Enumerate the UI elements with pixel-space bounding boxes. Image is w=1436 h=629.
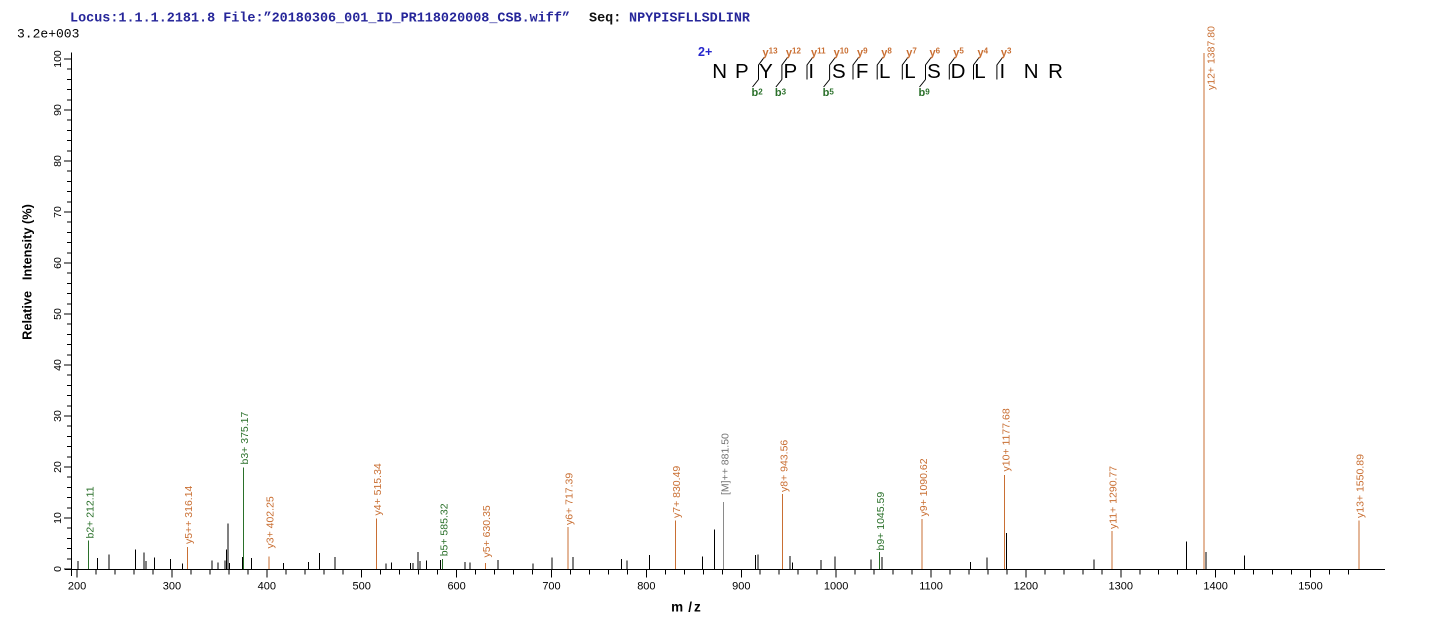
svg-text:y3: y3 — [1001, 47, 1012, 60]
svg-text:L: L — [879, 60, 890, 83]
svg-text:b5: b5 — [823, 87, 835, 99]
svg-text:y4+ 515.34: y4+ 515.34 — [372, 463, 384, 515]
svg-text:S: S — [927, 60, 941, 83]
svg-text:L: L — [974, 60, 985, 83]
svg-text:y4: y4 — [978, 47, 989, 60]
svg-text:40: 40 — [52, 359, 64, 371]
svg-text:300: 300 — [163, 581, 181, 593]
svg-text:20: 20 — [52, 461, 64, 473]
svg-text:NPYPISFLLSDLINR: NPYPISFLLSDLINR — [629, 12, 751, 27]
svg-text:L: L — [904, 60, 915, 83]
svg-text:600: 600 — [447, 581, 465, 593]
svg-text:b5+ 585.32: b5+ 585.32 — [438, 503, 450, 556]
svg-text:y5+ 630.35: y5+ 630.35 — [481, 505, 493, 557]
svg-text:Seq:: Seq: — [589, 12, 621, 27]
svg-text:700: 700 — [542, 581, 560, 593]
svg-text:[M]++ 881.50: [M]++ 881.50 — [719, 433, 731, 495]
svg-text:90: 90 — [52, 104, 64, 116]
svg-text:N: N — [1024, 60, 1039, 83]
svg-text:y7+ 830.49: y7+ 830.49 — [671, 466, 683, 518]
svg-text:1500: 1500 — [1298, 581, 1322, 593]
svg-text:50: 50 — [52, 308, 64, 320]
svg-text:P: P — [735, 60, 749, 83]
svg-text:y6+ 717.39: y6+ 717.39 — [564, 473, 576, 525]
svg-text:10: 10 — [52, 512, 64, 524]
svg-text:P: P — [783, 60, 797, 83]
svg-text:y5++ 316.14: y5++ 316.14 — [183, 485, 195, 544]
svg-text:m /z: m /z — [671, 600, 703, 615]
svg-text:b9: b9 — [919, 87, 931, 99]
svg-text:y12+ 1387.80: y12+ 1387.80 — [1206, 26, 1218, 90]
svg-text:y13+ 1550.89: y13+ 1550.89 — [1355, 454, 1367, 518]
svg-text:I: I — [808, 60, 814, 83]
svg-text:y8: y8 — [881, 47, 892, 60]
svg-text:y7: y7 — [906, 47, 917, 60]
svg-text:80: 80 — [52, 155, 64, 167]
svg-text:b3: b3 — [775, 87, 787, 99]
svg-text:2+: 2+ — [698, 45, 712, 59]
svg-text:1000: 1000 — [824, 581, 848, 593]
svg-text:S: S — [832, 60, 846, 83]
svg-text:b2+ 212.11: b2+ 212.11 — [84, 486, 96, 538]
svg-text:100: 100 — [52, 50, 64, 68]
svg-text:y9+ 1090.62: y9+ 1090.62 — [918, 458, 930, 516]
svg-text:60: 60 — [52, 257, 64, 269]
svg-text:1400: 1400 — [1203, 581, 1227, 593]
svg-text:b3+ 375.17: b3+ 375.17 — [239, 411, 251, 464]
svg-text:1200: 1200 — [1014, 581, 1038, 593]
svg-text:30: 30 — [52, 410, 64, 422]
svg-text:200: 200 — [68, 581, 86, 593]
svg-text:1300: 1300 — [1109, 581, 1133, 593]
svg-text:900: 900 — [732, 581, 750, 593]
svg-text:y10+ 1177.68: y10+ 1177.68 — [1000, 408, 1012, 471]
svg-text:0: 0 — [52, 566, 64, 572]
svg-text:70: 70 — [52, 206, 64, 218]
svg-text:800: 800 — [637, 581, 655, 593]
svg-text:500: 500 — [353, 581, 371, 593]
svg-text:y9: y9 — [857, 47, 868, 60]
svg-text:Locus:1.1.1.2181.8 File:”20180: Locus:1.1.1.2181.8 File:”20180306_001_ID… — [70, 12, 570, 27]
svg-text:D: D — [951, 60, 966, 83]
svg-text:b9+ 1045.59: b9+ 1045.59 — [875, 492, 887, 551]
svg-text:I: I — [999, 60, 1005, 83]
svg-text:N: N — [712, 60, 727, 83]
svg-text:y3+ 402.25: y3+ 402.25 — [265, 496, 277, 548]
svg-text:y5: y5 — [953, 47, 964, 60]
svg-text:F: F — [856, 60, 869, 83]
svg-text:Relative Intensity (%): Relative Intensity (%) — [20, 204, 35, 340]
svg-text:y8+ 943.56: y8+ 943.56 — [778, 440, 790, 492]
svg-text:3.2e+003: 3.2e+003 — [17, 27, 79, 42]
svg-text:Y: Y — [759, 60, 773, 83]
svg-text:y11+ 1290.77: y11+ 1290.77 — [1108, 466, 1120, 529]
svg-text:b2: b2 — [752, 87, 764, 99]
svg-text:400: 400 — [258, 581, 276, 593]
svg-text:R: R — [1048, 60, 1063, 83]
svg-text:y6: y6 — [930, 47, 941, 60]
svg-text:1100: 1100 — [919, 581, 943, 593]
